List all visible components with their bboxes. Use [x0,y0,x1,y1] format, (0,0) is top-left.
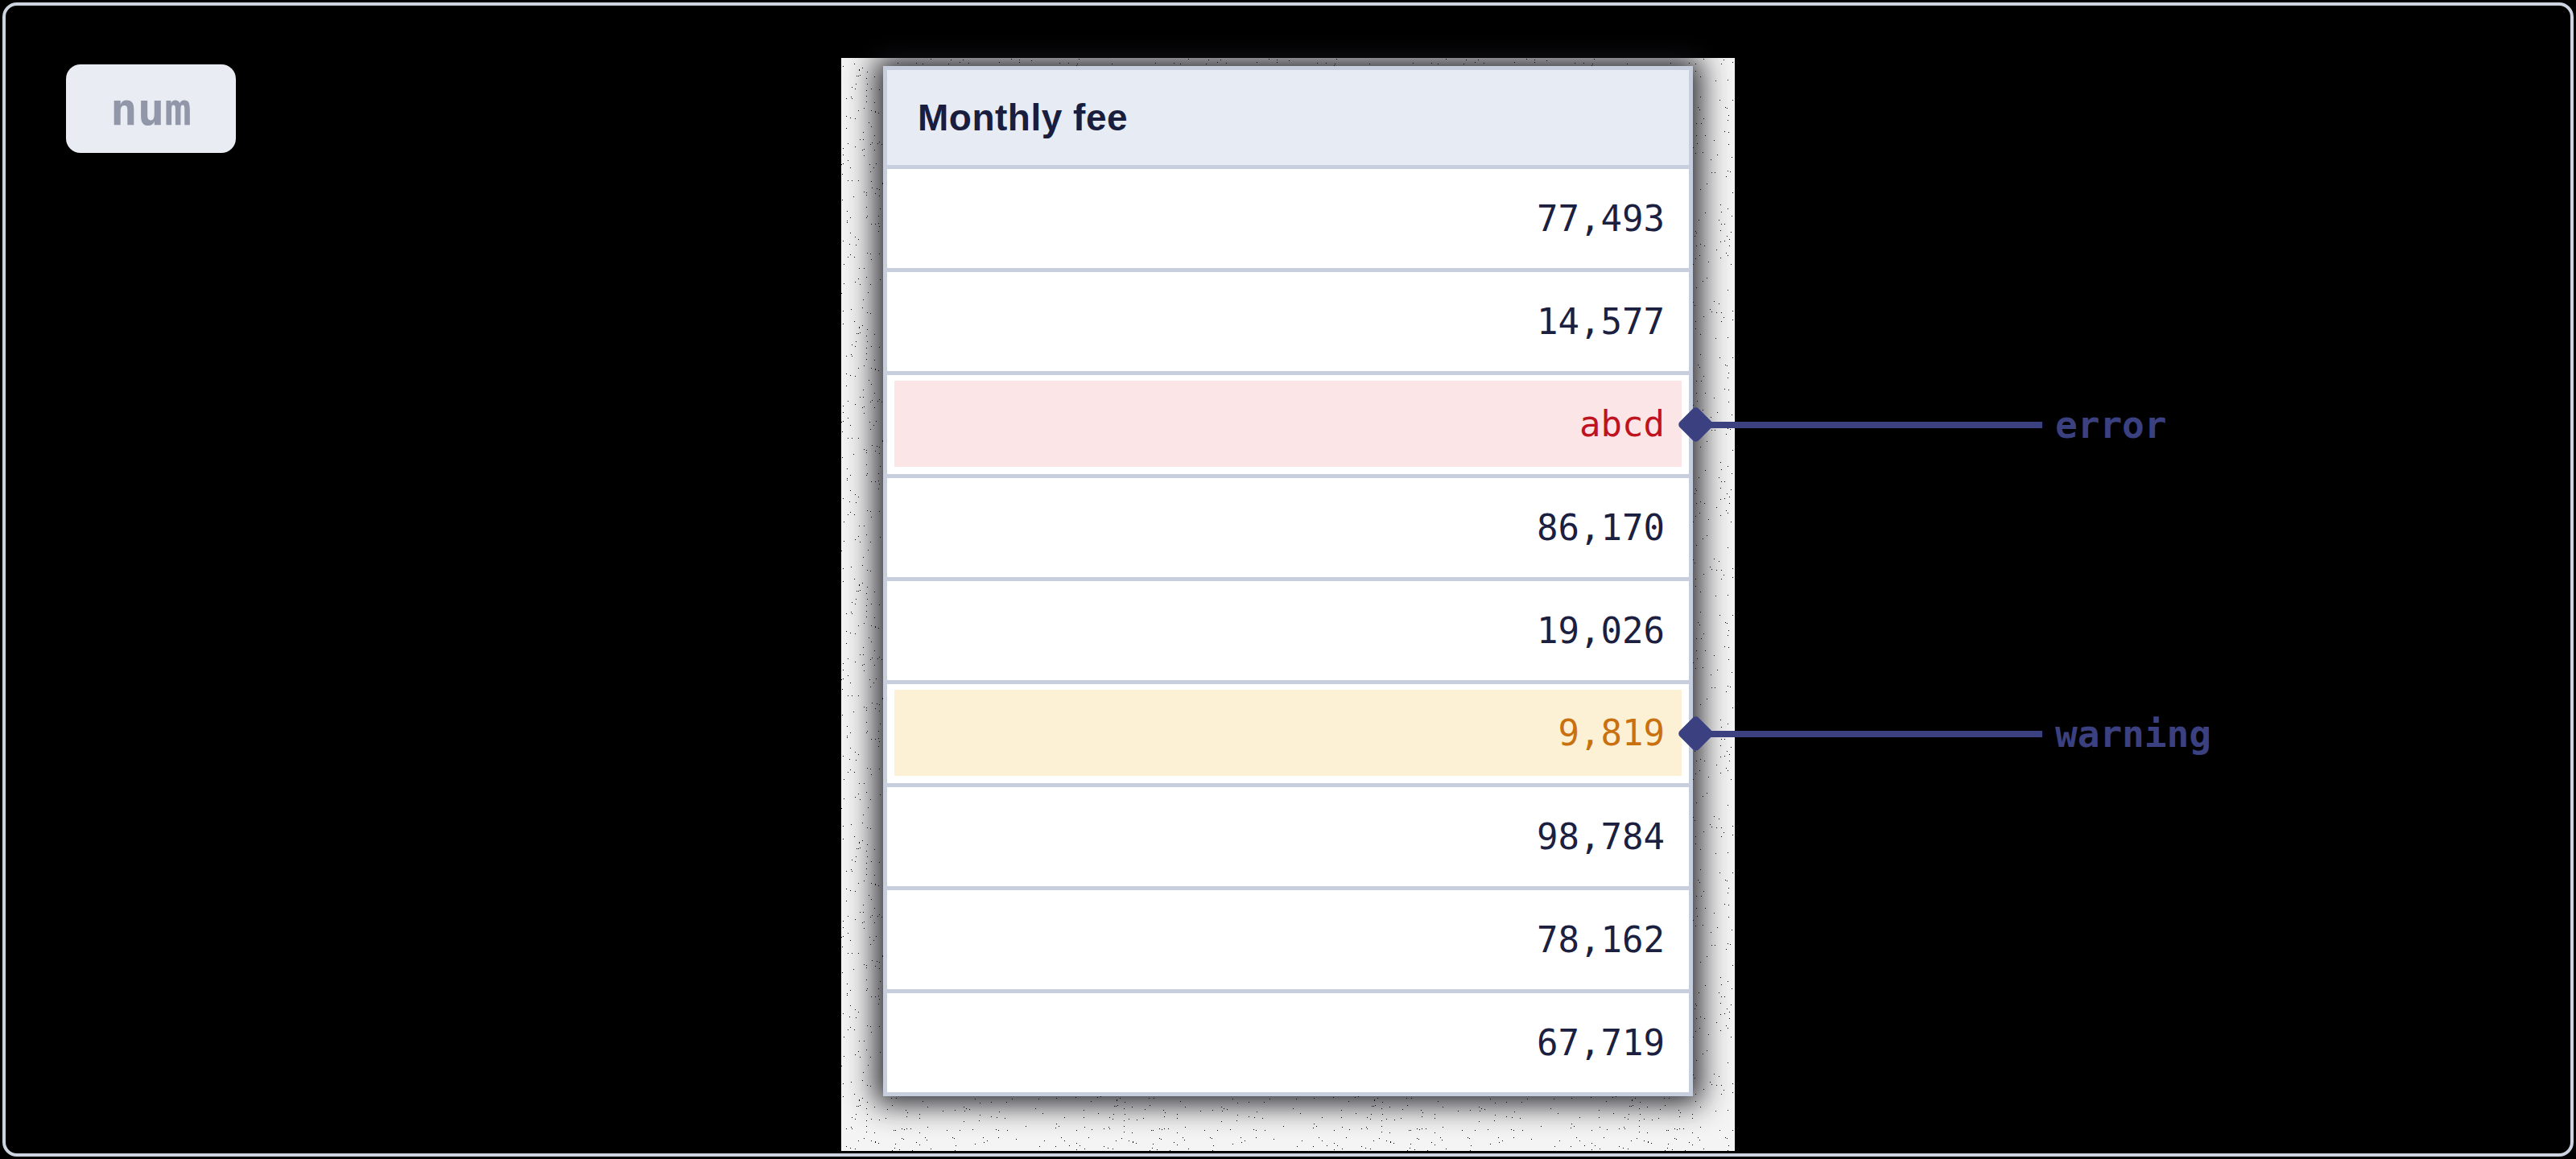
cell-value: 19,026 [1537,610,1665,651]
table-row: 67,719 [887,993,1689,1092]
type-badge: num [66,64,236,153]
error-annotation-label: error [2055,401,2166,449]
cell-value-warning: 9,819 [1558,712,1665,753]
table-row: 77,493 [887,169,1689,272]
table-row: 14,577 [887,272,1689,375]
table-row: 19,026 [887,581,1689,684]
cell-value: 14,577 [1537,301,1665,342]
table-header-label: Monthly fee [918,96,1128,139]
table-row-error: abcd [887,375,1689,478]
monthly-fee-table: Monthly fee 77,493 14,577 abcd 86,170 19… [883,66,1693,1096]
cell-value: 77,493 [1537,198,1665,239]
cell-value: 86,170 [1537,507,1665,548]
cell-value-error: abcd [1579,403,1665,444]
cell-value: 78,162 [1537,919,1665,960]
warning-annotation-label: warning [2055,710,2211,758]
cell-value: 98,784 [1537,816,1665,857]
table-row: 98,784 [887,787,1689,890]
warning-highlight: 9,819 [894,690,1682,776]
type-badge-label: num [110,83,192,135]
table-row: 78,162 [887,890,1689,993]
table-row: 86,170 [887,478,1689,581]
table-header: Monthly fee [887,70,1689,169]
warning-arrow-line [1696,731,2042,737]
error-arrow-line [1696,422,2042,428]
cell-value: 67,719 [1537,1022,1665,1063]
figure-canvas: num Monthly fee 77,493 14,577 abcd 86,17… [0,0,2576,1159]
error-highlight: abcd [894,381,1682,467]
table-row-warning: 9,819 [887,684,1689,787]
